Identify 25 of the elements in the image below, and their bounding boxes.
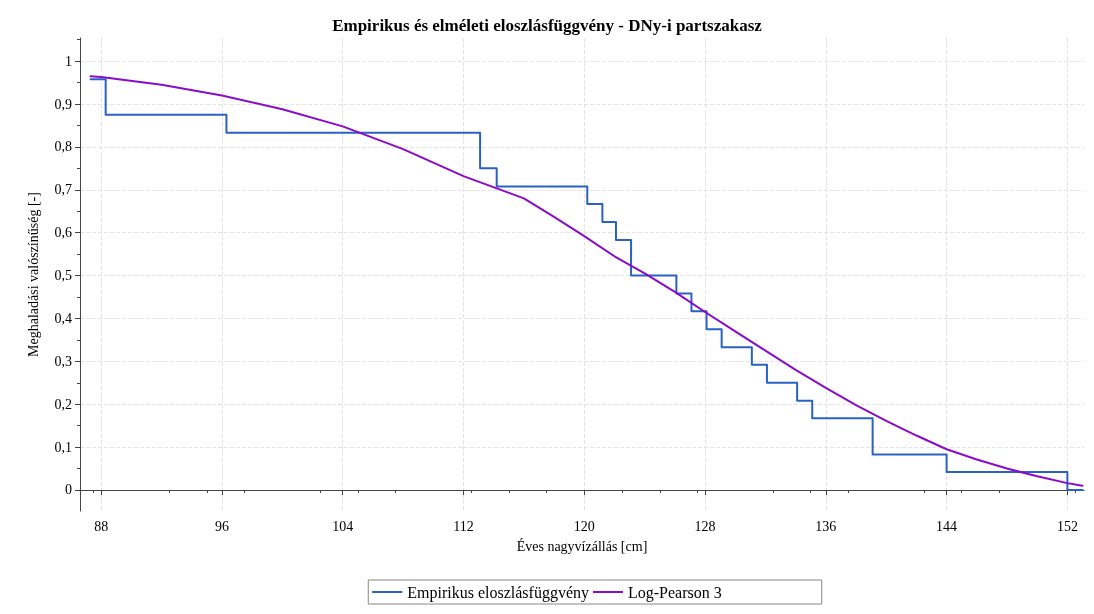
x-tick-label: 152 — [1056, 518, 1078, 534]
x-tick-label: 112 — [453, 518, 474, 534]
y-tick-label: 0,9 — [54, 96, 72, 112]
x-tick-label: 120 — [573, 518, 595, 534]
y-tick-label: 0 — [65, 482, 72, 498]
x-tick-label: 128 — [694, 518, 716, 534]
x-axis-title: Éves nagyvízállás [cm] — [516, 537, 648, 554]
x-tick-label: 104 — [332, 518, 354, 534]
chart-title: Empirikus és elméleti eloszlásfüggvény - DNy-i partszakasz — [332, 16, 763, 35]
y-axis-title: Meghaladási valószínűség [-] — [25, 192, 41, 357]
legend-label: Log-Pearson 3 — [627, 583, 722, 602]
y-tick-label: 0,7 — [54, 182, 72, 198]
x-tick-label: 136 — [815, 518, 837, 534]
x-tick-label: 88 — [94, 518, 109, 534]
y-tick-label: 0,4 — [54, 310, 72, 326]
y-tick-label: 0,1 — [54, 439, 72, 455]
x-tick-label: 144 — [936, 518, 958, 534]
x-tick-label: 96 — [214, 518, 229, 534]
y-tick-label: 0,5 — [54, 268, 72, 284]
y-tick-label: 1 — [65, 53, 72, 69]
y-tick-label: 0,2 — [54, 396, 72, 412]
y-tick-label: 0,3 — [54, 353, 72, 369]
legend-label: Empirikus eloszlásfüggvény — [407, 583, 589, 602]
y-tick-label: 0,6 — [54, 225, 72, 241]
y-tick-label: 0,8 — [54, 139, 72, 155]
